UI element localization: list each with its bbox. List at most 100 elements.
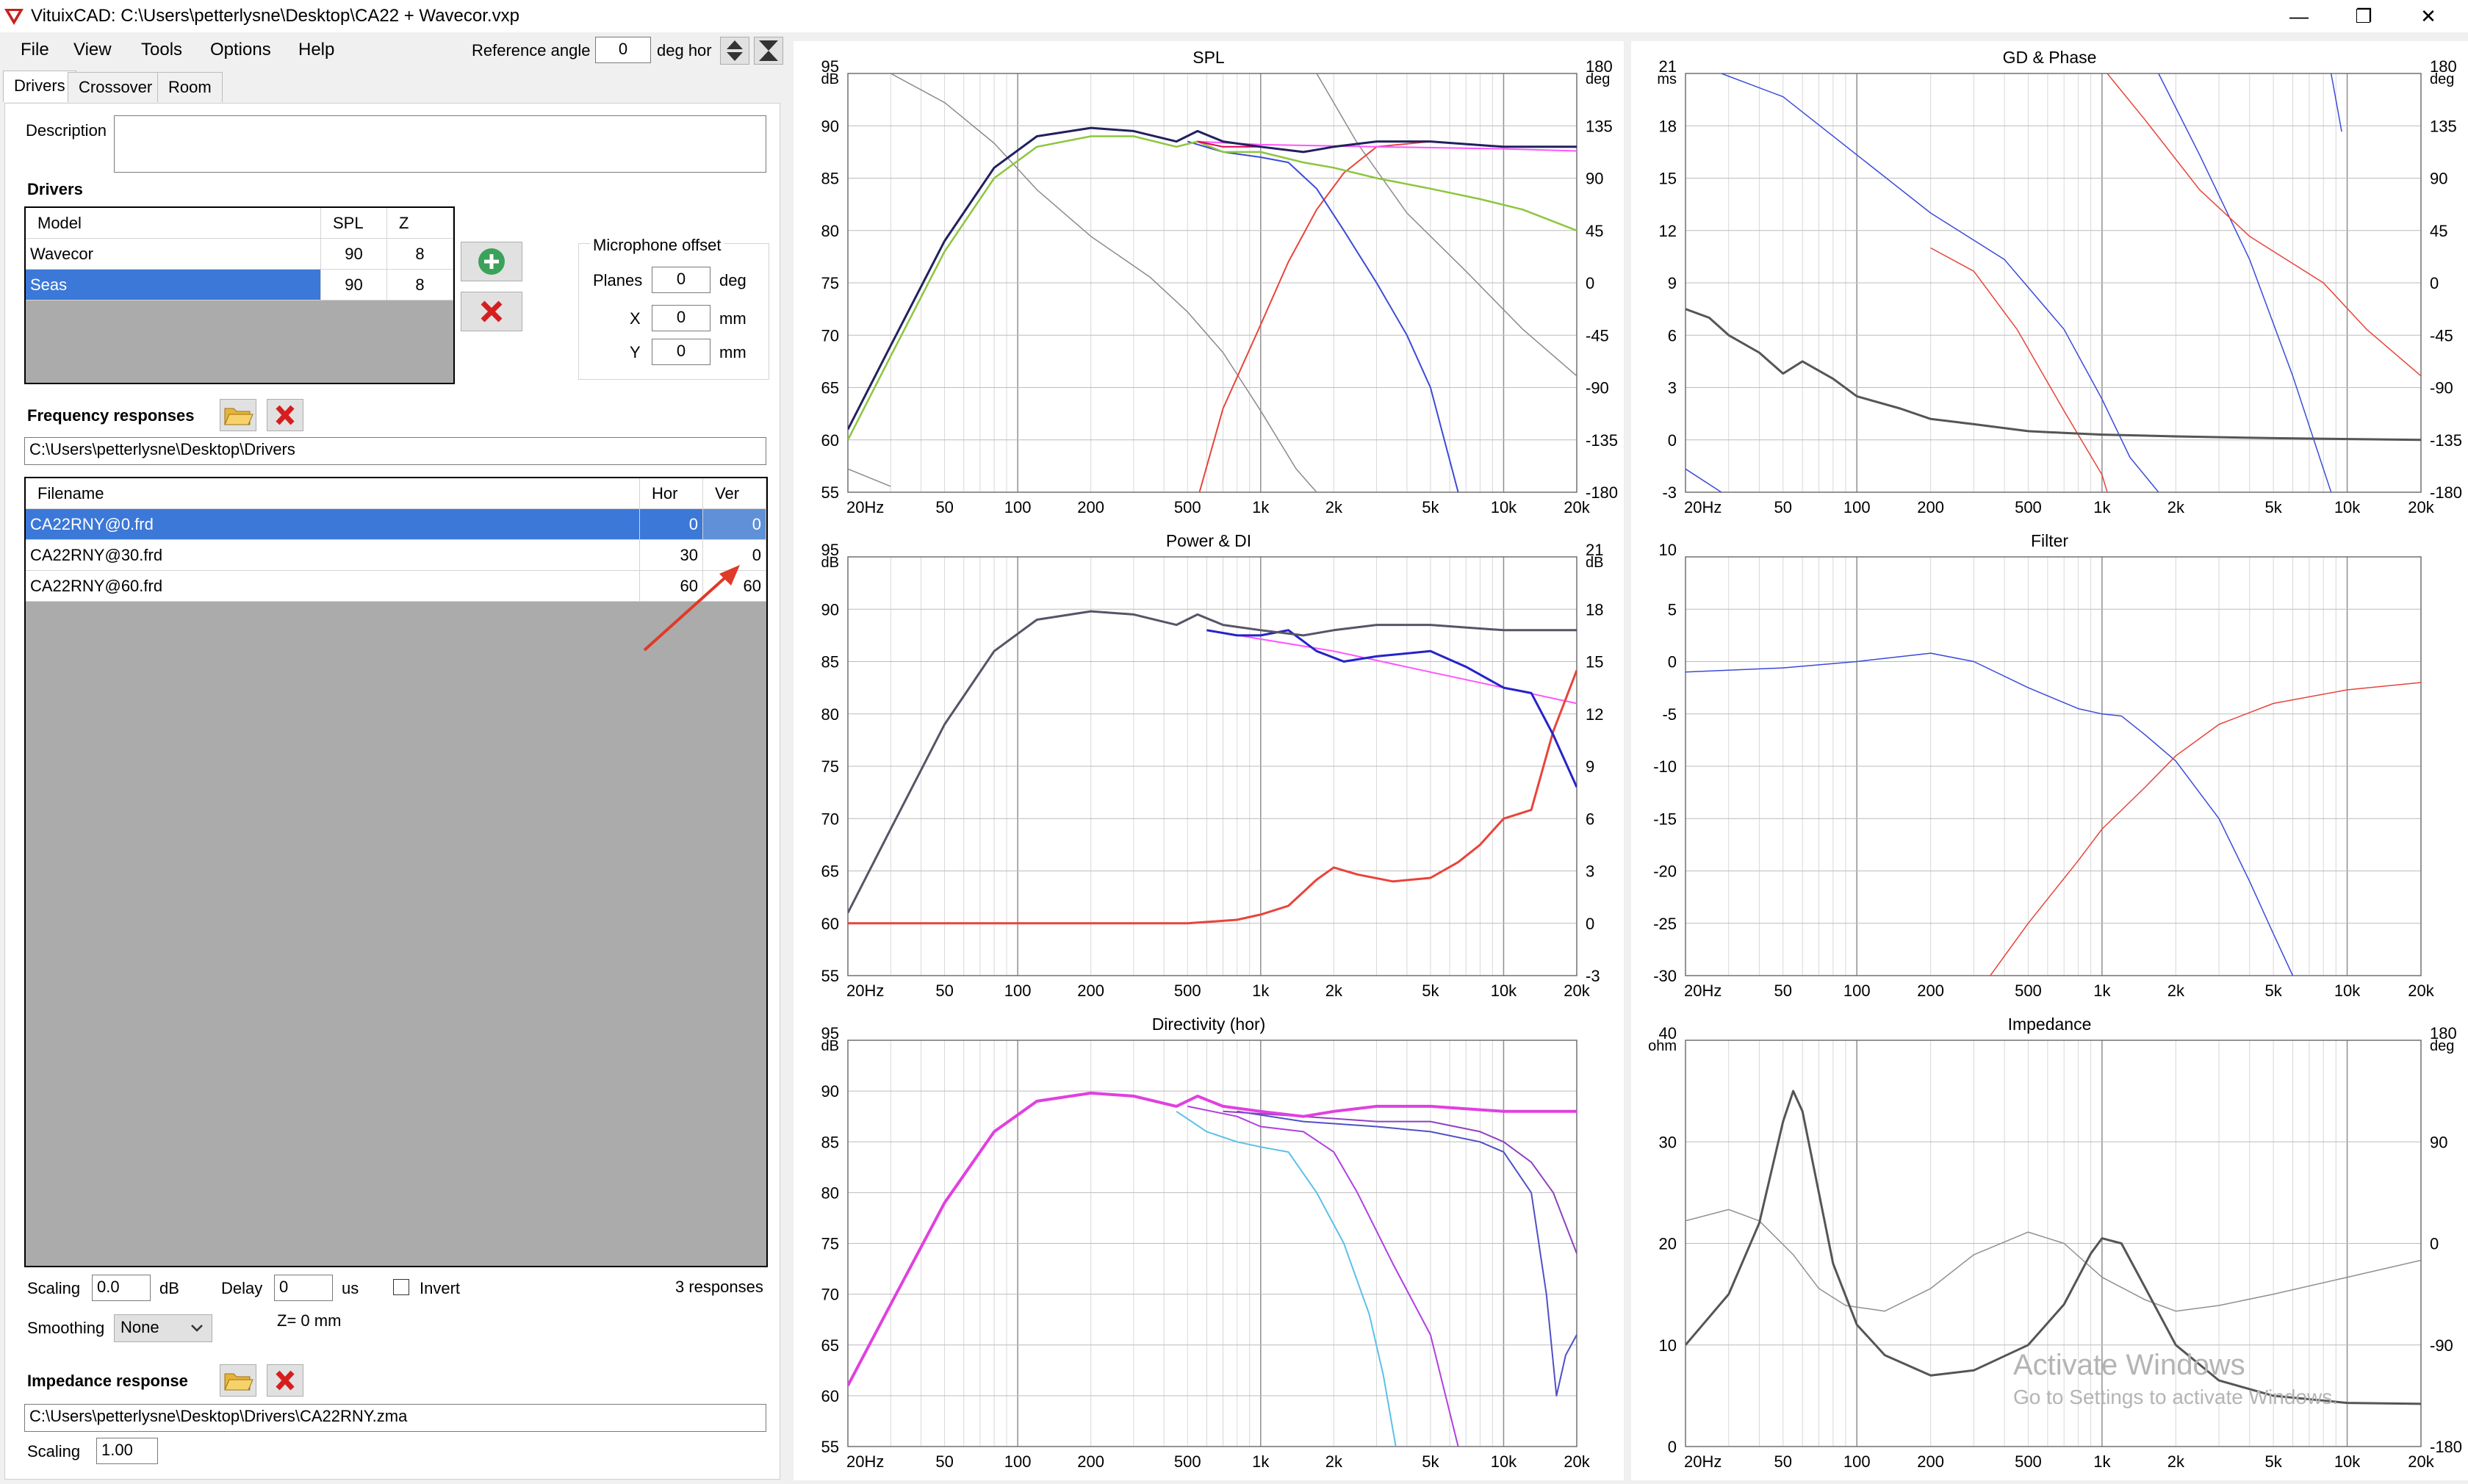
y2-tick-label: 180 [2430, 57, 2457, 76]
tab-crossover[interactable]: Crossover [68, 72, 164, 102]
open-impedance-button[interactable] [220, 1364, 256, 1397]
driver-spl[interactable]: 90 [321, 239, 387, 270]
freq-hor[interactable]: 30 [640, 540, 703, 571]
y2-tick-label: -90 [2430, 379, 2453, 397]
angle-step-button[interactable] [754, 37, 783, 65]
col-z[interactable]: Z [387, 208, 453, 239]
freq-filename[interactable]: CA22RNY@30.frd [26, 540, 640, 571]
y-tick-label: 70 [821, 1286, 839, 1304]
series-line [1316, 73, 1577, 377]
freq-ver[interactable]: 0 [703, 540, 766, 571]
add-driver-button[interactable] [461, 242, 522, 281]
angle-spin-button[interactable] [720, 37, 749, 65]
driver-spl[interactable]: 90 [321, 270, 387, 300]
x-tick-label: 20k [2408, 981, 2434, 1000]
y-tick-label: 90 [821, 117, 839, 135]
scaling-input[interactable]: 0.0 [92, 1275, 151, 1301]
driver-model[interactable]: Seas [26, 270, 321, 300]
table-row[interactable]: Wavecor 90 8 [26, 239, 453, 270]
y-tick-label: 90 [821, 600, 839, 619]
y-offset-input[interactable]: 0 [652, 339, 710, 365]
col-filename[interactable]: Filename [26, 478, 640, 509]
y2-tick-label: 0 [2430, 274, 2439, 292]
smoothing-select[interactable]: None [114, 1314, 212, 1342]
series-line [848, 1091, 1577, 1386]
remove-impedance-button[interactable] [267, 1364, 303, 1397]
red-x-icon [276, 1370, 295, 1391]
series-line [1187, 1105, 1459, 1447]
y-tick-label: 9 [1668, 274, 1677, 292]
driver-z[interactable]: 8 [387, 239, 453, 270]
y2-tick-label: 0 [2430, 1235, 2439, 1253]
y-tick-label: 65 [821, 379, 839, 397]
impedance-scaling-input[interactable]: 1.00 [96, 1438, 158, 1464]
table-row[interactable]: CA22RNY@0.frd 0 0 [26, 509, 766, 540]
x-tick-label: 200 [1077, 498, 1104, 516]
tab-room[interactable]: Room [157, 72, 223, 102]
menu-help[interactable]: Help [298, 40, 335, 60]
y2-tick-label: -180 [2430, 1438, 2462, 1456]
tab-drivers[interactable]: Drivers [3, 71, 76, 102]
x-offset-input[interactable]: 0 [652, 305, 710, 331]
driver-z[interactable]: 8 [387, 270, 453, 300]
invert-checkbox[interactable] [393, 1279, 409, 1295]
col-model[interactable]: Model [26, 208, 321, 239]
series-line [1187, 140, 1459, 492]
x-tick-label: 100 [1843, 1452, 1871, 1471]
remove-driver-button[interactable] [461, 292, 522, 331]
reference-angle-input[interactable]: 0 [595, 37, 651, 63]
y2-tick-label: 180 [2430, 1024, 2457, 1042]
plot-frame [847, 556, 1577, 976]
menu-view[interactable]: View [73, 40, 112, 60]
impedance-file-path[interactable]: C:\Users\petterlysne\Desktop\Drivers\CA2… [24, 1404, 766, 1432]
menu-file[interactable]: File [21, 40, 49, 60]
table-row[interactable]: CA22RNY@30.frd 30 0 [26, 540, 766, 571]
x-tick-label: 100 [1004, 981, 1032, 1000]
microphone-offset-title: Microphone offset [590, 236, 724, 255]
y-tick-label: 90 [821, 1082, 839, 1101]
freq-filename[interactable]: CA22RNY@60.frd [26, 571, 640, 602]
freq-ver[interactable]: 0 [703, 509, 766, 540]
col-ver[interactable]: Ver [703, 478, 766, 509]
table-row[interactable]: CA22RNY@60.frd 60 60 [26, 571, 766, 602]
series-line [848, 669, 1577, 925]
freq-filename[interactable]: CA22RNY@0.frd [26, 509, 640, 540]
planes-input[interactable]: 0 [652, 267, 710, 293]
description-input[interactable] [114, 115, 766, 173]
freq-hor[interactable]: 0 [640, 509, 703, 540]
freq-header-row: Filename Hor Ver [26, 478, 766, 509]
x-tick-label: 1k [2093, 498, 2111, 516]
menu-options[interactable]: Options [210, 40, 271, 60]
driver-model[interactable]: Wavecor [26, 239, 321, 270]
freq-hor[interactable]: 60 [640, 571, 703, 602]
series-group [848, 73, 1577, 492]
x-tick-label: 5k [1422, 498, 1439, 516]
x-tick-label: 100 [1004, 498, 1032, 516]
y-tick-label: 12 [1659, 222, 1677, 240]
frequency-responses-table: Filename Hor Ver CA22RNY@0.frd 0 0 CA22R… [24, 477, 768, 1267]
maximize-button[interactable]: ❐ [2355, 5, 2372, 27]
y-tick-label: 80 [821, 1184, 839, 1202]
y-tick-label: 75 [821, 274, 839, 292]
col-hor[interactable]: Hor [640, 478, 703, 509]
minimize-button[interactable]: — [2289, 5, 2309, 27]
x-tick-label: 2k [2167, 1452, 2185, 1471]
x-tick-label: 5k [1422, 981, 1439, 1000]
table-row[interactable]: Seas 90 8 [26, 270, 453, 300]
y2-tick-label: 18 [1586, 600, 1603, 619]
x-tick-label: 10k [2334, 1452, 2361, 1471]
remove-frequency-button[interactable] [267, 399, 303, 431]
chart-filter: Filter -30 -25 -20 -15 -10 -5 0 5 10 20Hz 50 100 200 5… [1631, 525, 2468, 1009]
series-line [1685, 1209, 2421, 1312]
plot-frame [1685, 1040, 2422, 1447]
delay-input[interactable]: 0 [274, 1275, 333, 1301]
open-frequency-button[interactable] [220, 399, 256, 431]
close-button[interactable]: ✕ [2420, 5, 2436, 27]
chevron-down-icon [191, 1325, 203, 1332]
frequency-folder-path[interactable]: C:\Users\petterlysne\Desktop\Drivers [24, 437, 766, 465]
col-spl[interactable]: SPL [321, 208, 387, 239]
menu-tools[interactable]: Tools [141, 40, 183, 60]
chart-title: Impedance [2008, 1015, 2092, 1034]
y-tick-label: 10 [1659, 1336, 1677, 1355]
chart-background [1631, 525, 2468, 1009]
